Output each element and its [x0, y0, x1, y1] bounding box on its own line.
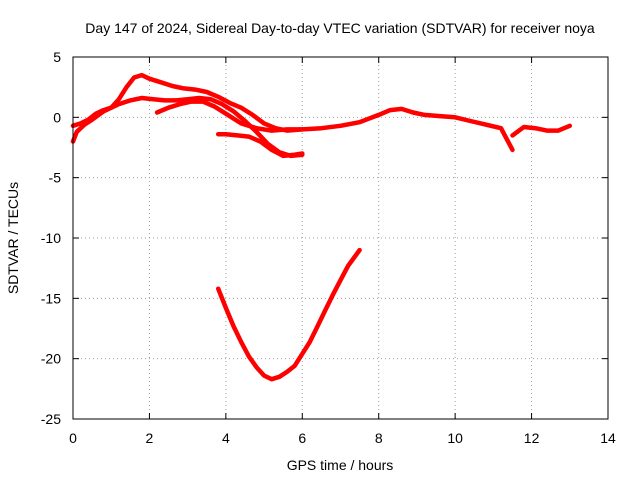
x-tick-label: 2	[146, 430, 154, 446]
series-arc-1	[70, 72, 515, 153]
y-tick-label: -25	[41, 411, 61, 427]
series-arc-5	[510, 123, 573, 138]
y-tick-label: -10	[41, 230, 61, 246]
y-tick-label: 5	[53, 49, 61, 65]
x-tick-label: 10	[447, 430, 463, 446]
y-tick-label: -15	[41, 290, 61, 306]
x-tick-label: 12	[524, 430, 540, 446]
x-tick-label: 0	[69, 430, 77, 446]
y-axis-label: SDTVAR / TECUs	[5, 182, 21, 294]
x-axis-label: GPS time / hours	[287, 457, 394, 473]
series-arc-2	[70, 95, 305, 159]
x-tick-label: 6	[298, 430, 306, 446]
x-tick-label: 8	[375, 430, 383, 446]
series-arc-3	[154, 99, 305, 133]
y-tick-label: 0	[53, 109, 61, 125]
series-arc-4	[215, 131, 305, 159]
series-arc-6	[215, 247, 362, 382]
y-tick-label: -20	[41, 351, 61, 367]
x-tick-label: 14	[600, 430, 616, 446]
x-tick-label: 4	[222, 430, 230, 446]
chart-title: Day 147 of 2024, Sidereal Day-to-day VTE…	[85, 20, 595, 36]
y-tick-label: -5	[49, 170, 62, 186]
